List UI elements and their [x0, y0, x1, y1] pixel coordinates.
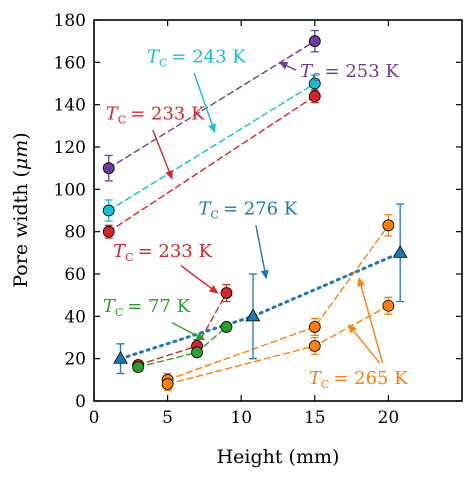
series-label-symbol: T — [309, 368, 323, 389]
data-point — [308, 340, 321, 352]
series-label-subscript: C — [312, 71, 320, 84]
x-tick-label: 5 — [162, 408, 173, 428]
axes: 0 5 10 15 20 0 20 40 60 80 100 120 140 160 180 — [54, 11, 462, 428]
annotation-arrow — [348, 324, 381, 364]
annotation-arrow — [180, 264, 219, 294]
series-label: TC = 233 K — [106, 103, 205, 126]
y-tick-label: 60 — [64, 265, 86, 285]
x-tick-label: 20 — [378, 408, 400, 428]
data-point — [245, 308, 261, 322]
data-points — [102, 35, 408, 390]
series-label-value: = 77 K — [127, 296, 190, 317]
y-tick-label: 40 — [64, 307, 86, 327]
x-tick-label: 15 — [304, 408, 326, 428]
y-tick-label: 180 — [54, 11, 86, 31]
y-tick-label: 20 — [64, 350, 86, 370]
y-axis-title-text: Pore width ( — [10, 170, 32, 288]
series-label: TC = 77 K — [103, 296, 191, 319]
data-point — [132, 361, 145, 374]
annotation-arrow — [255, 225, 269, 280]
series-label: TC = 243 K — [147, 46, 246, 69]
series-label: TC = 276 K — [199, 199, 298, 222]
series-label-subscript: C — [115, 306, 123, 319]
series-label-symbol: T — [199, 199, 213, 220]
series-line — [108, 82, 316, 212]
annotation-arrow — [193, 72, 216, 134]
y-tick-label: 140 — [54, 96, 86, 116]
data-point — [308, 77, 321, 90]
data-point — [382, 299, 395, 312]
series-label-symbol: T — [103, 296, 117, 317]
y-tick-label: 80 — [64, 223, 86, 243]
series-label-value: = 233 K — [138, 241, 213, 262]
x-tick-label: 0 — [89, 408, 100, 428]
annotation-arrow — [171, 322, 206, 341]
annotation-arrow — [278, 61, 297, 71]
annotation-arrow — [357, 277, 384, 364]
x-axis-title: Height (mm) — [217, 446, 340, 468]
series-label-symbol: T — [106, 103, 120, 124]
data-point — [220, 287, 233, 299]
series-label-value: = 276 K — [223, 199, 298, 220]
series-label-value: = 253 K — [325, 61, 400, 82]
data-point — [382, 219, 395, 232]
annotation-arrow — [152, 129, 173, 180]
series-label-value: = 243 K — [171, 46, 246, 67]
series-label: TC = 253 K — [300, 61, 399, 84]
series-label: TC = 233 K — [113, 241, 212, 264]
y-tick-label: 0 — [75, 392, 86, 412]
series-label: TC = 265 K — [309, 368, 408, 391]
y-axis-title-unit: μm — [10, 140, 32, 170]
y-axis-title-close: ) — [10, 132, 32, 139]
series-label-subscript: C — [321, 378, 329, 391]
series-label-value: = 233 K — [130, 103, 205, 124]
y-tick-label: 160 — [54, 53, 86, 73]
data-point — [308, 90, 321, 103]
series-label-symbol: T — [147, 46, 161, 67]
data-point — [102, 162, 115, 175]
series-label-subscript: C — [211, 209, 219, 222]
x-tick-label: 10 — [230, 408, 252, 428]
data-point — [102, 204, 115, 217]
data-point — [220, 321, 233, 333]
data-point — [113, 350, 128, 364]
y-axis-title: Pore width (μm) — [10, 132, 32, 287]
series-line — [108, 95, 316, 233]
data-point — [102, 225, 115, 238]
series-label-subscript: C — [125, 251, 133, 264]
data-point — [392, 245, 408, 258]
data-point — [308, 35, 321, 48]
data-point — [191, 346, 203, 359]
data-point — [308, 321, 321, 333]
series-label-symbol: T — [113, 241, 127, 262]
plot-frame — [93, 19, 463, 402]
series-label-value: = 265 K — [333, 368, 408, 389]
y-tick-label: 120 — [54, 138, 86, 158]
series-label-symbol: T — [300, 61, 314, 82]
y-tick-label: 100 — [54, 180, 86, 200]
series-label-subscript: C — [118, 113, 126, 126]
data-point — [161, 378, 174, 390]
annotations: TC = 253 KTC = 243 KTC = 233 KTC = 233 KTC = … — [103, 46, 408, 391]
series-label-subscript: C — [159, 56, 167, 69]
